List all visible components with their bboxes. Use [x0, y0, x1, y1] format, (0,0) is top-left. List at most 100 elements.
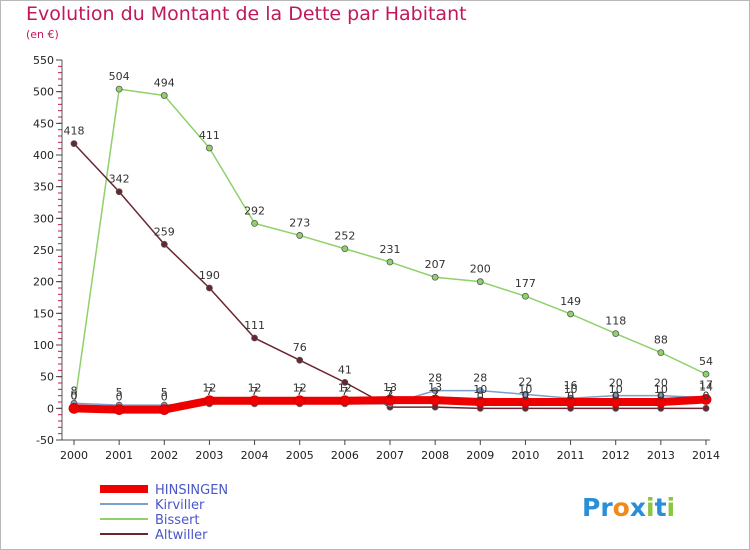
- logo-letter: i: [667, 493, 676, 522]
- data-label-bissert: 252: [334, 230, 355, 243]
- data-point-hinsingen: [429, 394, 441, 406]
- data-point-bissert: [431, 273, 439, 281]
- data-label-hinsingen: 12: [338, 382, 352, 395]
- data-label-bissert: 207: [425, 258, 446, 271]
- data-label-kirviller: 7: [296, 385, 303, 398]
- data-label-hinsingen: 12: [202, 382, 216, 395]
- x-tick-label: 2000: [60, 449, 88, 462]
- data-point-bissert: [115, 85, 123, 93]
- data-label-hinsingen: 13: [383, 381, 397, 394]
- data-label-hinsingen: 10: [564, 383, 578, 396]
- y-tick-label: 350: [33, 181, 54, 194]
- data-point-bissert: [702, 370, 710, 378]
- data-point-bissert: [476, 278, 484, 286]
- data-label-kirviller: 28: [473, 372, 487, 385]
- data-label-bissert: 494: [154, 76, 175, 89]
- data-label-hinsingen: 12: [293, 382, 307, 395]
- data-label-altwiller: 111: [244, 319, 265, 332]
- series-line-altwiller: [73, 143, 706, 410]
- data-point-altwiller: [115, 188, 123, 196]
- legend-label-altwiller: Altwiller: [155, 528, 208, 543]
- data-label-kirviller: 22: [518, 375, 532, 388]
- x-tick-label: 2004: [241, 449, 269, 462]
- data-point-hinsingen: [474, 396, 486, 408]
- axes: -500501001502002503003504004505005502000…: [33, 54, 720, 462]
- data-label-hinsingen: 0: [71, 389, 78, 402]
- data-label-altwiller: 190: [199, 269, 220, 282]
- data-point-altwiller: [70, 140, 78, 148]
- x-tick-label: 2002: [150, 449, 178, 462]
- y-tick-label: 500: [33, 86, 54, 99]
- data-point-bissert: [341, 245, 349, 253]
- data-label-bissert: 118: [605, 315, 626, 328]
- legend-label-bissert: Bissert: [155, 513, 200, 528]
- data-point-altwiller: [251, 334, 258, 342]
- data-label-kirviller: 7: [206, 385, 213, 398]
- data-label-altwiller: 76: [293, 341, 307, 354]
- x-tick-label: 2005: [286, 449, 314, 462]
- data-label-altwiller: 41: [338, 363, 352, 376]
- x-tick-label: 2011: [557, 449, 585, 462]
- data-label-kirviller: 5: [116, 386, 123, 399]
- data-point-bissert: [522, 292, 529, 300]
- logo-letter: x: [630, 493, 646, 522]
- series-layer: [68, 85, 712, 416]
- logo-text: Proxiti: [582, 493, 675, 522]
- y-tick-label: 300: [33, 212, 54, 225]
- chart-subtitle: (en €): [26, 28, 59, 41]
- data-label-bissert: 88: [654, 334, 668, 347]
- data-label-bissert: 0: [71, 389, 78, 402]
- data-point-bissert: [160, 92, 168, 99]
- logo-letter: t: [655, 493, 667, 522]
- x-tick-label: 2008: [421, 449, 449, 462]
- proxiti-logo: Proxiti: [582, 493, 675, 522]
- data-label-bissert: 177: [515, 277, 536, 290]
- data-point-hinsingen: [655, 396, 667, 408]
- data-label-hinsingen: 12: [248, 382, 262, 395]
- data-label-bissert: 149: [560, 295, 581, 308]
- data-label-bissert: 273: [289, 216, 310, 229]
- data-point-hinsingen: [565, 396, 576, 408]
- data-label-altwiller: 0: [703, 389, 710, 402]
- data-point-hinsingen: [520, 396, 531, 408]
- x-tick-label: 2014: [692, 449, 720, 462]
- data-label-kirviller: 5: [161, 386, 168, 399]
- data-label-hinsingen: 14: [699, 380, 713, 393]
- data-label-hinsingen: 0: [116, 391, 123, 404]
- data-point-altwiller: [341, 378, 349, 386]
- data-label-hinsingen: 10: [609, 383, 623, 396]
- y-tick-label: 400: [33, 149, 54, 162]
- x-tick-label: 2006: [331, 449, 359, 462]
- data-label-bissert: 411: [199, 129, 220, 142]
- y-tick-label: 250: [33, 244, 54, 257]
- data-label-bissert: 504: [109, 70, 130, 83]
- data-label-altwiller: 2: [387, 388, 394, 401]
- data-point-bissert: [206, 144, 213, 152]
- x-tick-label: 2013: [647, 449, 675, 462]
- data-label-altwiller: 0: [612, 389, 619, 402]
- legend-label-hinsingen: HINSINGEN: [155, 483, 228, 498]
- data-label-altwiller: 0: [522, 389, 529, 402]
- x-tick-label: 2001: [105, 449, 133, 462]
- data-label-altwiller: 418: [64, 125, 85, 138]
- x-tick-label: 2012: [602, 449, 630, 462]
- data-label-bissert: 292: [244, 204, 265, 217]
- x-tick-label: 2007: [376, 449, 404, 462]
- data-label-hinsingen: 13: [428, 381, 442, 394]
- y-tick-label: -50: [36, 434, 54, 447]
- data-point-altwiller: [160, 240, 168, 248]
- data-point-bissert: [251, 219, 258, 227]
- data-label-kirviller: 28: [428, 372, 442, 385]
- data-label-kirviller: 7: [341, 385, 348, 398]
- y-tick-label: 50: [40, 371, 54, 384]
- data-point-hinsingen: [700, 394, 712, 405]
- data-label-altwiller: 2: [432, 388, 439, 401]
- chart-title: Evolution du Montant de la Dette par Hab…: [26, 3, 467, 25]
- data-point-hinsingen: [339, 395, 351, 407]
- y-tick-label: 150: [33, 307, 54, 320]
- data-point-kirviller: [476, 387, 484, 395]
